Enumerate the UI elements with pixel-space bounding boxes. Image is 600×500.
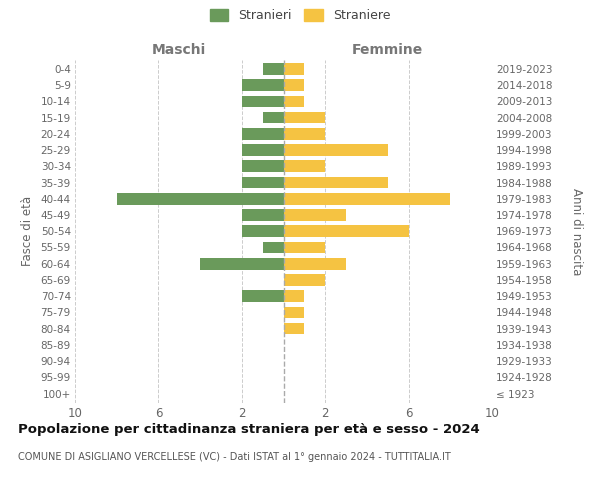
Text: COMUNE DI ASIGLIANO VERCELLESE (VC) - Dati ISTAT al 1° gennaio 2024 - TUTTITALIA: COMUNE DI ASIGLIANO VERCELLESE (VC) - Da… (18, 452, 451, 462)
Bar (284, 258, 346, 270)
Bar (284, 80, 304, 91)
Y-axis label: Anni di nascita: Anni di nascita (569, 188, 583, 275)
Bar (284, 226, 409, 237)
Bar (284, 128, 325, 140)
Bar (284, 144, 388, 156)
Text: Femmine: Femmine (352, 44, 424, 58)
Text: Popolazione per cittadinanza straniera per età e sesso - 2024: Popolazione per cittadinanza straniera p… (18, 422, 480, 436)
Bar (242, 226, 284, 237)
Bar (242, 160, 284, 172)
Bar (263, 112, 284, 124)
Bar (242, 209, 284, 221)
Text: Maschi: Maschi (152, 44, 206, 58)
Bar (284, 242, 325, 254)
Bar (284, 306, 304, 318)
Legend: Stranieri, Straniere: Stranieri, Straniere (209, 8, 391, 22)
Bar (242, 128, 284, 140)
Bar (284, 274, 325, 286)
Bar (200, 258, 284, 270)
Bar (117, 193, 284, 204)
Bar (284, 209, 346, 221)
Bar (284, 323, 304, 334)
Bar (284, 63, 304, 75)
Bar (284, 96, 304, 107)
Bar (263, 242, 284, 254)
Bar (284, 290, 304, 302)
Bar (284, 193, 450, 204)
Bar (242, 144, 284, 156)
Y-axis label: Fasce di età: Fasce di età (20, 196, 34, 266)
Bar (242, 290, 284, 302)
Bar (242, 96, 284, 107)
Bar (284, 160, 325, 172)
Bar (242, 176, 284, 188)
Bar (284, 176, 388, 188)
Bar (284, 112, 325, 124)
Bar (263, 63, 284, 75)
Bar (242, 80, 284, 91)
